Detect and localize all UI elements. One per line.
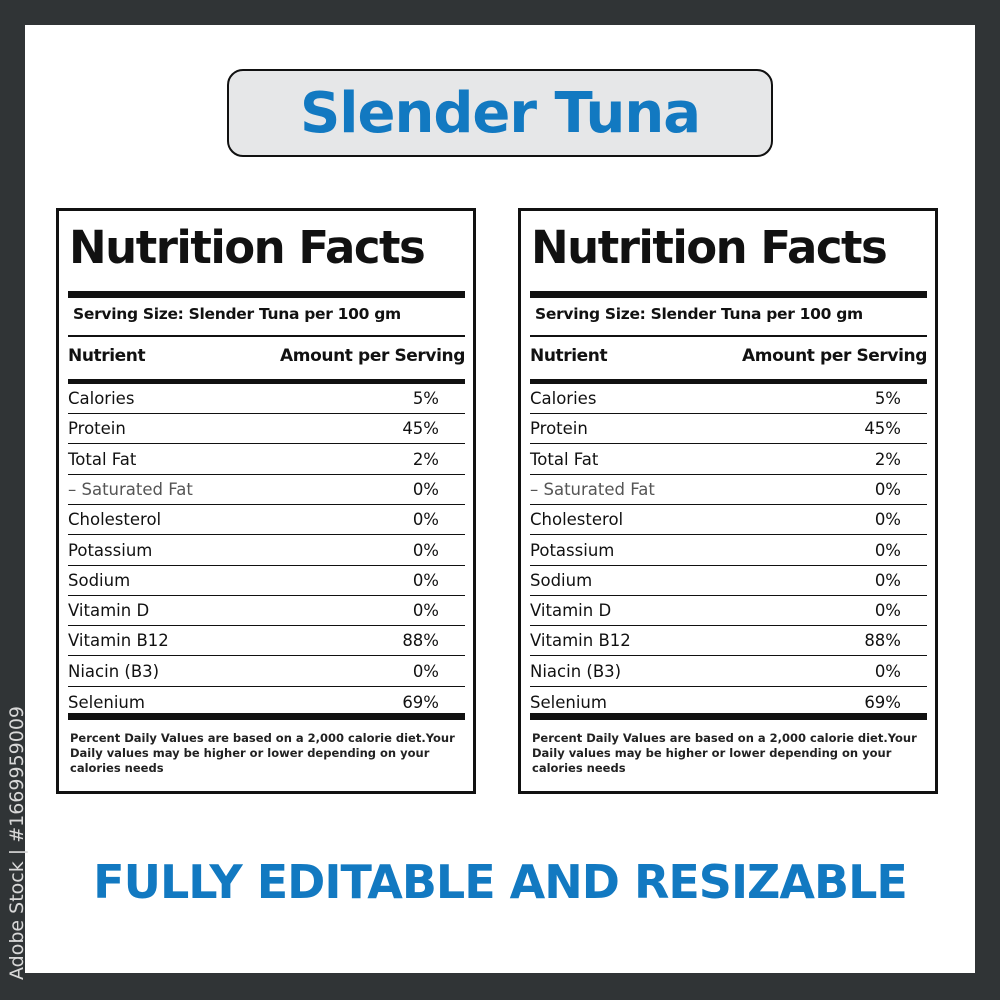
nutrient-row: – Saturated Fat 0% [68, 475, 465, 505]
nutrition-label-right: Nutrition Facts Serving Size: Slender Tun… [518, 208, 938, 794]
nutrient-name: Protein [530, 419, 588, 439]
product-title: Slender Tuna [299, 80, 701, 146]
nutrient-name: Vitamin D [68, 601, 150, 621]
tagline: FULLY EDITABLE AND RESIZABLE [93, 855, 908, 909]
nutrient-name: – Saturated Fat [68, 479, 193, 499]
label-heading: Nutrition Facts [531, 221, 888, 274]
nutrient-value: 0% [874, 540, 901, 560]
nutrient-row: – Saturated Fat 0% [530, 475, 927, 505]
heavy-rule-bottom [530, 713, 927, 720]
nutrient-name: Total Fat [530, 449, 599, 469]
nutrient-value: 5% [412, 389, 439, 408]
nutrient-name: Vitamin D [530, 601, 612, 621]
nutrient-name: Vitamin B12 [530, 631, 631, 651]
nutrient-name: Total Fat [68, 449, 137, 469]
heavy-rule [530, 291, 927, 298]
nutrient-value: 0% [874, 601, 901, 621]
nutrient-name: Vitamin B12 [68, 631, 169, 651]
nutrient-row: Selenium 69% [68, 687, 465, 717]
column-header: Nutrient Amount per Serving [68, 346, 465, 366]
nutrient-row: Selenium 69% [530, 687, 927, 717]
nutrient-name: Selenium [68, 692, 145, 712]
nutrient-value: 0% [874, 479, 901, 499]
nutrient-name: Protein [68, 419, 126, 439]
medium-rule [68, 379, 465, 384]
nutrient-row: Niacin (B3) 0% [530, 657, 927, 687]
nutrient-row: Protein 45% [68, 414, 465, 445]
nutrient-name: Niacin (B3) [530, 661, 622, 681]
nutrient-name: Potassium [68, 540, 153, 560]
nutrient-value: 0% [412, 570, 439, 590]
nutrient-value: 0% [874, 570, 901, 590]
nutrient-row: Vitamin B12 88% [68, 626, 465, 657]
amount-header: Amount per Serving [742, 346, 927, 366]
nutrient-name: Cholesterol [530, 510, 624, 530]
thin-rule [68, 335, 465, 337]
nutrient-name: Calories [530, 389, 597, 408]
nutrient-value: 0% [874, 510, 901, 530]
nutrient-value: 88% [402, 631, 439, 651]
column-header: Nutrient Amount per Serving [530, 346, 927, 366]
nutrient-value: 0% [874, 661, 901, 681]
nutrient-name: Potassium [530, 540, 615, 560]
nutrient-row: Cholesterol 0% [530, 505, 927, 536]
watermark: Adobe Stock | #1669959009 [6, 705, 28, 980]
nutrient-row: Calories 5% [530, 384, 927, 414]
nutrient-name: Cholesterol [68, 510, 162, 530]
nutrient-name: Sodium [530, 570, 593, 590]
footnote: Percent Daily Values are based on a 2,00… [70, 731, 455, 775]
amount-header: Amount per Serving [280, 346, 465, 366]
nutrient-header: Nutrient [530, 346, 608, 366]
nutrient-row: Vitamin B12 88% [530, 626, 927, 657]
nutrient-value: 0% [412, 479, 439, 499]
nutrient-value: 0% [412, 601, 439, 621]
medium-rule [530, 379, 927, 384]
footnote: Percent Daily Values are based on a 2,00… [532, 731, 917, 775]
serving-size: Serving Size: Slender Tuna per 100 gm [535, 305, 863, 323]
nutrient-name: Niacin (B3) [68, 661, 160, 681]
title-banner: Slender Tuna [227, 69, 773, 157]
nutrient-row: Sodium 0% [68, 566, 465, 596]
heavy-rule-bottom [68, 713, 465, 720]
thin-rule [530, 335, 927, 337]
nutrient-value: 2% [412, 449, 439, 469]
nutrient-row: Calories 5% [68, 384, 465, 414]
label-heading: Nutrition Facts [69, 221, 426, 274]
nutrient-name: Sodium [68, 570, 131, 590]
nutrient-row: Protein 45% [530, 414, 927, 445]
nutrient-value: 2% [874, 449, 901, 469]
nutrient-header: Nutrient [68, 346, 146, 366]
nutrient-value: 0% [412, 510, 439, 530]
serving-size: Serving Size: Slender Tuna per 100 gm [73, 305, 401, 323]
nutrient-row: Niacin (B3) 0% [68, 657, 465, 687]
nutrient-value: 5% [874, 389, 901, 408]
nutrient-name: – Saturated Fat [530, 479, 655, 499]
nutrient-value: 0% [412, 661, 439, 681]
nutrient-name: Calories [68, 389, 135, 408]
nutrient-row: Potassium 0% [530, 536, 927, 566]
nutrition-label-left: Nutrition Facts Serving Size: Slender Tun… [56, 208, 476, 794]
nutrient-name: Selenium [530, 692, 607, 712]
nutrient-row: Total Fat 2% [530, 445, 927, 475]
nutrient-row: Total Fat 2% [68, 445, 465, 475]
nutrient-row: Vitamin D 0% [530, 596, 927, 627]
nutrient-value: 45% [402, 419, 439, 439]
nutrient-row: Sodium 0% [530, 566, 927, 596]
nutrient-row: Vitamin D 0% [68, 596, 465, 627]
nutrient-row: Cholesterol 0% [68, 505, 465, 536]
nutrient-row: Potassium 0% [68, 536, 465, 566]
nutrient-value: 45% [864, 419, 901, 439]
nutrient-value: 0% [412, 540, 439, 560]
nutrient-value: 88% [864, 631, 901, 651]
heavy-rule [68, 291, 465, 298]
nutrient-value: 69% [402, 692, 439, 712]
nutrient-value: 69% [864, 692, 901, 712]
